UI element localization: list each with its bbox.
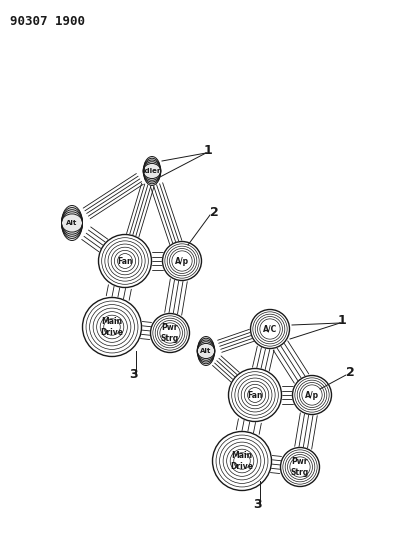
Text: A/p: A/p (175, 256, 189, 265)
Text: Main
Drive: Main Drive (100, 317, 124, 337)
Circle shape (82, 297, 142, 357)
Text: 1: 1 (204, 144, 213, 157)
Text: 90307 1900: 90307 1900 (10, 15, 85, 28)
Text: Idler: Idler (143, 168, 161, 174)
Text: 1: 1 (338, 314, 346, 327)
Text: Pwr
Strg: Pwr Strg (291, 457, 309, 477)
Text: A/p: A/p (305, 391, 319, 400)
Circle shape (251, 310, 290, 349)
Circle shape (293, 376, 331, 415)
Circle shape (162, 241, 202, 280)
Ellipse shape (143, 157, 161, 185)
Circle shape (151, 313, 189, 352)
Text: 3: 3 (130, 368, 138, 382)
Text: Fan: Fan (247, 391, 263, 400)
Ellipse shape (62, 206, 82, 240)
Text: Main
Drive: Main Drive (231, 451, 253, 471)
Circle shape (281, 448, 319, 487)
Text: A/C: A/C (263, 325, 277, 334)
Text: Alt: Alt (200, 348, 212, 354)
Ellipse shape (197, 336, 215, 366)
Circle shape (213, 432, 271, 490)
Circle shape (98, 235, 151, 287)
Text: 2: 2 (210, 206, 218, 220)
Text: Fan: Fan (117, 256, 133, 265)
Text: 2: 2 (346, 367, 355, 379)
Text: 3: 3 (254, 498, 262, 512)
Text: Pwr
Strg: Pwr Strg (161, 324, 179, 343)
Text: Alt: Alt (67, 220, 78, 226)
Circle shape (228, 368, 282, 422)
